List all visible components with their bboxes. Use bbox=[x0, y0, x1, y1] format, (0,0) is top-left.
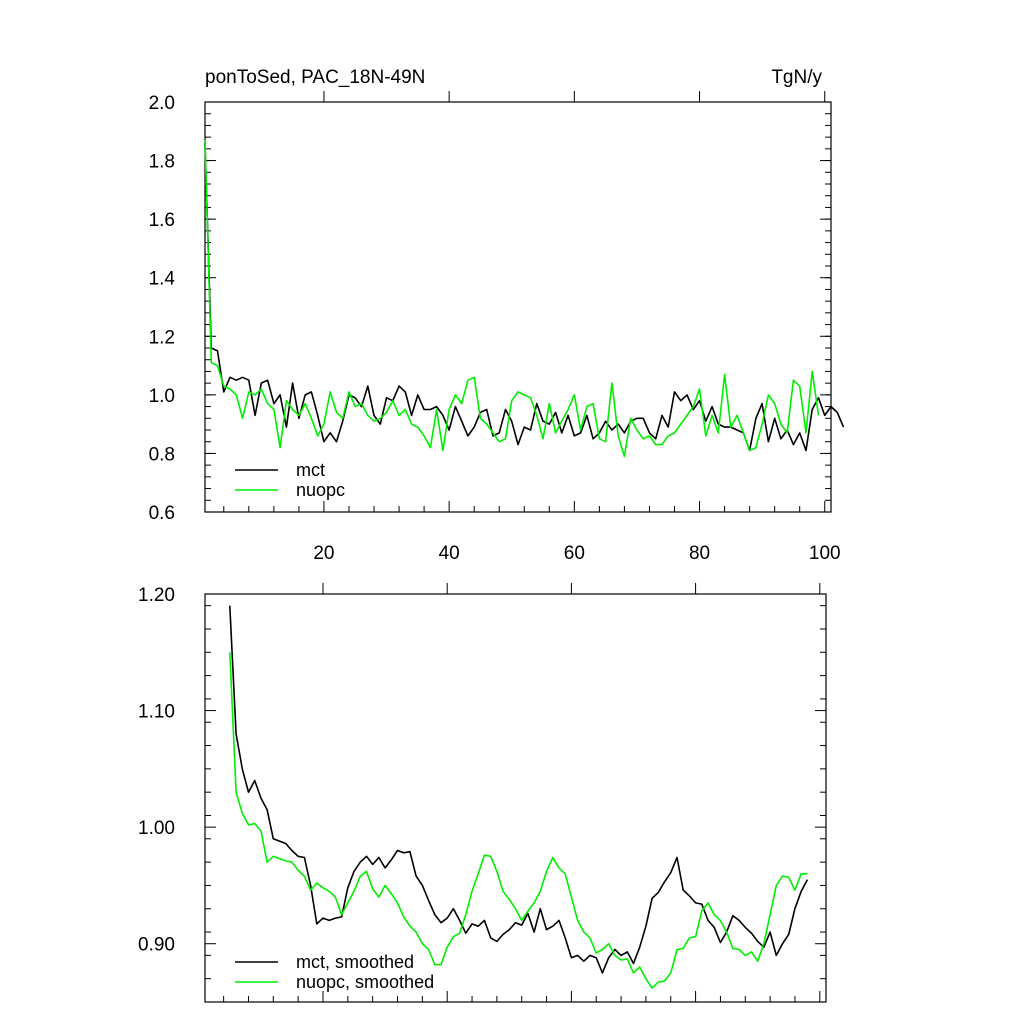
y-tick-label: 1.8 bbox=[149, 152, 175, 173]
y-tick-label: 2.0 bbox=[149, 93, 175, 114]
legend-label: nuopc, smoothed bbox=[296, 972, 434, 992]
y-tick-label: 0.6 bbox=[149, 503, 175, 524]
x-tick-label: 100 bbox=[809, 543, 841, 564]
series-line-nuopc-smoothed bbox=[229, 652, 808, 989]
legend-label: mct bbox=[296, 460, 325, 480]
x-tick-label: 40 bbox=[439, 543, 460, 564]
y-tick-label: 1.4 bbox=[149, 269, 176, 290]
top-x-tick-labels: 20 40 60 80 100 bbox=[313, 543, 840, 564]
x-tick-label: 20 bbox=[313, 543, 334, 564]
series-line-mct-smoothed bbox=[229, 605, 809, 974]
y-tick-label: 1.10 bbox=[138, 702, 175, 723]
top-panel: ponToSed, PAC_18N-49N TgN/y 0.6 0.8 1.0 1.2… bbox=[149, 67, 845, 564]
bottom-axis-ticks bbox=[205, 583, 826, 1003]
y-tick-label: 0.8 bbox=[149, 444, 175, 465]
top-series-lines bbox=[204, 140, 845, 458]
top-plot-frame bbox=[204, 101, 832, 513]
x-tick-label: 80 bbox=[689, 543, 710, 564]
legend-label: nuopc bbox=[296, 480, 345, 500]
chart-title: ponToSed, PAC_18N-49N bbox=[205, 67, 425, 88]
units-label: TgN/y bbox=[771, 67, 822, 88]
series-line-mct bbox=[204, 142, 845, 452]
bottom-plot-frame bbox=[204, 593, 827, 1003]
series-line-nuopc bbox=[204, 140, 820, 458]
y-tick-label: 1.00 bbox=[138, 818, 175, 839]
bottom-series-lines bbox=[229, 605, 809, 989]
y-tick-label: 1.20 bbox=[138, 585, 175, 606]
bottom-y-tick-labels: 0.90 1.00 1.10 1.20 bbox=[138, 585, 175, 956]
top-axis-ticks bbox=[205, 91, 831, 513]
top-y-tick-labels: 0.6 0.8 1.0 1.2 1.4 1.6 1.8 2.0 bbox=[149, 93, 176, 524]
y-tick-label: 1.0 bbox=[149, 386, 175, 407]
y-tick-label: 0.90 bbox=[138, 935, 175, 956]
y-tick-label: 1.2 bbox=[149, 327, 175, 348]
legend-label: mct, smoothed bbox=[296, 952, 414, 972]
x-tick-label: 60 bbox=[564, 543, 585, 564]
y-tick-label: 1.6 bbox=[149, 210, 175, 231]
